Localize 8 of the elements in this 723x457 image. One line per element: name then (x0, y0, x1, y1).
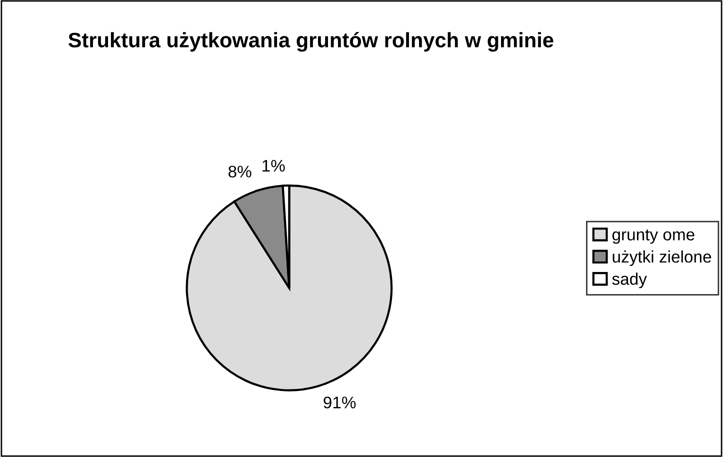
data-label: 1% (262, 160, 285, 172)
pie-slice (186, 184, 393, 392)
legend-label: sady (612, 272, 647, 288)
data-label: 8% (228, 166, 252, 178)
chart-title: Struktura użytkowania gruntów rolnych w gminie (68, 32, 554, 52)
legend-label: grunty ome (612, 230, 694, 244)
data-label: 91% (324, 396, 356, 408)
legend-label: użytki zielone (612, 250, 712, 266)
